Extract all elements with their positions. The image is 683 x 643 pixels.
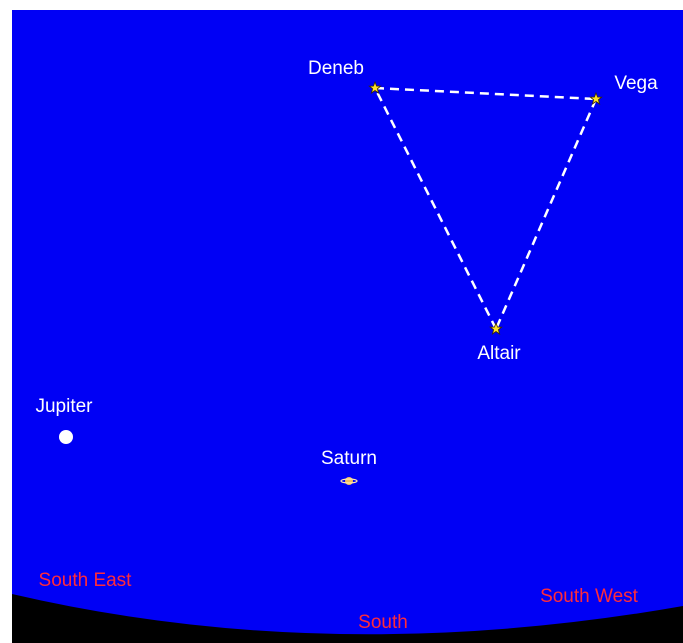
- star-label: Deneb: [308, 58, 364, 79]
- direction-label: South West: [540, 586, 639, 607]
- star-label: Vega: [614, 73, 658, 94]
- sky-diagram: Deneb Vega Altair Jupiter Saturn South E…: [0, 0, 683, 643]
- page: Deneb Vega Altair Jupiter Saturn South E…: [0, 0, 683, 643]
- direction-label: South East: [39, 570, 133, 591]
- planet-label: Saturn: [321, 448, 377, 469]
- planet-label: Jupiter: [35, 396, 93, 417]
- star-label: Altair: [477, 343, 521, 364]
- jupiter-icon: [59, 430, 73, 444]
- sky: [12, 10, 683, 643]
- direction-label: South: [358, 612, 408, 633]
